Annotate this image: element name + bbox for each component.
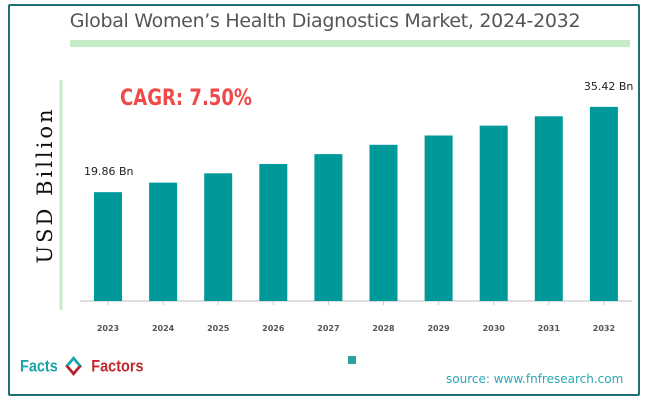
x-tick-label-2029: 2029 — [427, 324, 450, 333]
x-tick-label-2030: 2030 — [483, 324, 506, 333]
bar-2030 — [479, 125, 508, 302]
logo-text-left: Facts — [20, 356, 58, 376]
x-tick-label-2023: 2023 — [97, 324, 119, 333]
data-label-2023: 19.86 Bn — [84, 165, 134, 178]
source-text: source: www.fnfresearch.com — [446, 372, 624, 386]
bar-2028 — [369, 144, 398, 301]
x-tick-label-2027: 2027 — [317, 324, 339, 333]
bar-2032 — [589, 106, 618, 301]
x-tick-label-2026: 2026 — [262, 324, 285, 333]
chart-frame — [8, 4, 640, 396]
bar-2031 — [534, 116, 563, 301]
logo-emblem-icon — [65, 356, 84, 378]
chart-title: Global Women’s Health Diagnostics Market… — [69, 10, 581, 32]
cagr-annotation: CAGR: 7.50% — [120, 86, 252, 111]
x-tick-label-2032: 2032 — [593, 324, 615, 333]
bar-2029 — [424, 135, 453, 301]
legend-swatch — [348, 356, 356, 364]
logo-text-right: Factors — [91, 356, 144, 376]
bar-2026 — [259, 163, 288, 301]
facts-factors-logo: Facts Factors — [20, 356, 144, 378]
data-label-2032: 35.42 Bn — [584, 80, 634, 93]
x-tick-label-2025: 2025 — [207, 324, 230, 333]
x-tick-label-2028: 2028 — [372, 324, 395, 333]
bar-2027 — [314, 154, 343, 301]
x-tick-label-2024: 2024 — [152, 324, 175, 333]
title-underline — [70, 40, 630, 47]
bar-2023 — [94, 192, 122, 301]
x-tick-label-2031: 2031 — [538, 324, 561, 333]
bar-2024 — [149, 182, 178, 301]
legend-label: . — [362, 361, 364, 367]
bar-2025 — [204, 173, 233, 301]
